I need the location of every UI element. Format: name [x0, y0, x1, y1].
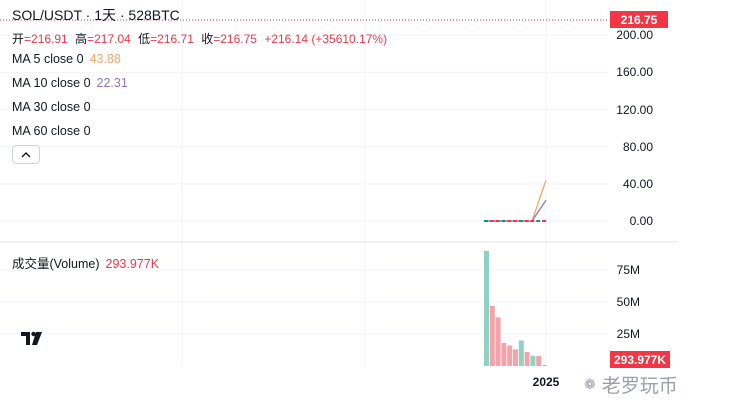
price-candle — [484, 220, 488, 222]
volume-axis-tick: 50M — [616, 295, 640, 309]
price-candle — [536, 220, 541, 222]
indicator-label: MA 30 close 0 — [12, 100, 91, 114]
indicator-ma30[interactable]: MA 30 close 0 — [12, 100, 91, 114]
volume-bar — [542, 365, 547, 366]
price-candle — [530, 220, 535, 222]
volume-bar — [518, 340, 524, 366]
price-axis-tick: 0.00 — [629, 214, 653, 228]
symbol-title[interactable]: SOL/USDT · 1天 · 528BTC — [12, 5, 180, 25]
price-candle — [542, 220, 546, 222]
volume-bar — [484, 250, 489, 366]
price-candle — [518, 220, 523, 222]
price-candle — [507, 220, 512, 222]
chevron-up-icon — [21, 152, 31, 158]
tradingview-logo-icon[interactable] — [19, 328, 45, 348]
price-axis-tick: 160.00 — [616, 65, 653, 80]
close-label: 收 — [201, 32, 214, 46]
indicator-value: 43.88 — [89, 52, 121, 66]
high-label: 高 — [75, 32, 88, 46]
indicator-label: MA 60 close 0 — [12, 124, 91, 138]
low-value: =216.71 — [150, 32, 194, 46]
current-price-tag: 216.75 — [610, 11, 668, 28]
watermark-text: 老罗玩币 — [601, 376, 678, 397]
close-value: =216.75 — [213, 32, 257, 46]
high-value: =217.04 — [87, 32, 131, 46]
watermark: ❁ 老罗玩币 — [584, 371, 678, 398]
price-candle — [489, 220, 494, 222]
volume-bar — [495, 317, 501, 366]
indicator-label: MA 10 close 0 — [12, 76, 91, 90]
price-candle — [501, 220, 506, 222]
change-value: +216.14 (+35610.17%) — [264, 32, 388, 46]
volume-bar — [530, 355, 536, 366]
price-axis-tick: 80.00 — [622, 139, 653, 154]
open-value: =216.91 — [24, 32, 68, 46]
indicator-label: MA 5 close 0 — [12, 52, 84, 66]
indicator-value: 22.31 — [96, 76, 128, 90]
time-axis-tick: 2025 — [532, 375, 560, 389]
volume-bar — [536, 355, 542, 366]
volume-bar — [524, 351, 530, 366]
watermark-icon: ❁ — [584, 376, 596, 392]
price-candle — [524, 220, 529, 222]
price-axis-tick: 120.00 — [616, 102, 653, 117]
indicator-ma60[interactable]: MA 60 close 0 — [12, 124, 91, 138]
volume-bar — [513, 349, 518, 366]
current-volume-tag: 293.977K — [610, 351, 670, 368]
volume-value: 293.977K — [105, 257, 160, 271]
indicator-ma5[interactable]: MA 5 close 0 43.88 — [12, 52, 121, 66]
volume-bar — [501, 342, 507, 366]
volume-bar — [489, 305, 495, 366]
volume-axis-tick: 75M — [616, 263, 640, 277]
ohlc-legend: 开=216.91 高=217.04 低=216.71 收=216.75 +216… — [12, 30, 391, 47]
volume-label: 成交量(Volume) — [12, 257, 100, 271]
volume-axis-tick: 25M — [616, 327, 640, 341]
volume-bar — [507, 345, 513, 366]
grid-lines — [0, 0, 608, 366]
symbol-line: SOL/USDT · 1天 · 528BTC — [12, 7, 180, 23]
volume-legend[interactable]: 成交量(Volume) 293.977K — [12, 253, 159, 272]
low-label: 低 — [138, 32, 151, 46]
price-candle — [513, 220, 517, 222]
volume-series — [484, 250, 547, 366]
price-series — [484, 180, 547, 222]
indicator-ma10[interactable]: MA 10 close 0 22.31 — [12, 76, 128, 90]
price-axis-tick: 200.00 — [616, 28, 653, 43]
collapse-legend-button[interactable] — [12, 145, 40, 164]
price-axis-tick: 40.00 — [622, 176, 653, 191]
open-label: 开 — [12, 32, 25, 46]
ma-line — [484, 199, 547, 222]
price-candle — [495, 220, 500, 222]
